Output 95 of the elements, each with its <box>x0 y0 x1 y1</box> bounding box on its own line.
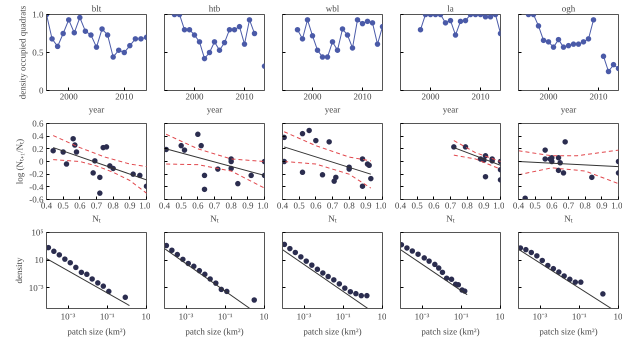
x-tick-label: 10⁻³ <box>178 312 194 322</box>
x-tick-label: 2000 <box>422 92 440 102</box>
x-axis-title: Nₜ <box>210 214 219 224</box>
x-tick-label: 0.6 <box>310 200 322 210</box>
x-tick-label: 0.9 <box>360 200 372 210</box>
x-tick-label: 0.4 <box>276 200 289 210</box>
x-tick-label: 10⁻¹ <box>218 312 233 322</box>
y-tick-label: -0.2 <box>29 169 44 180</box>
x-tick-label: 0.5 <box>58 200 70 210</box>
x-tick-label: 2000 <box>60 92 78 102</box>
x-tick-label: 1.0 <box>139 200 151 210</box>
y-axis-title: density occupied quadrats <box>17 5 28 100</box>
x-tick-label: 0.8 <box>580 200 592 210</box>
x-tick-label: 0.8 <box>108 200 120 210</box>
x-tick-label: 10⁻³ <box>60 312 76 322</box>
x-tick-label: 10⁻³ <box>532 312 548 322</box>
x-tick-label: 0.6 <box>428 200 440 210</box>
x-tick-label: 2010 <box>590 92 608 102</box>
x-tick-label: 1.0 <box>375 200 387 210</box>
x-tick-label: 0.5 <box>530 200 542 210</box>
y-tick-label: 1.0 <box>32 10 44 20</box>
y-tick-label: 0.4 <box>32 131 44 142</box>
x-tick-label: 10 <box>496 312 505 322</box>
y-axis-title: density <box>14 257 24 284</box>
x-tick-label: 1.0 <box>257 200 269 210</box>
x-tick-label: 10 <box>260 312 269 322</box>
x-tick-label: 1.0 <box>611 200 623 210</box>
x-axis-title: patch size (km²) <box>539 326 598 336</box>
x-tick-label: 0.5 <box>412 200 424 210</box>
x-tick-label: 10⁻¹ <box>336 312 351 322</box>
y-tick-label: 10⁵ <box>31 228 44 238</box>
x-axis-title: year <box>88 104 104 114</box>
x-tick-label: 0.8 <box>344 200 356 210</box>
x-tick-label: 0.8 <box>226 200 238 210</box>
x-tick-label: 10 <box>614 312 623 322</box>
x-tick-label: 2000 <box>186 92 204 102</box>
chart-title: blt <box>92 4 102 14</box>
y-tick-label: -0.4 <box>29 182 44 192</box>
x-tick-label: 0.7 <box>326 200 339 210</box>
chart-title: ogh <box>562 4 576 14</box>
y-axis-title: log (Nₜ₊₁/Nₜ) <box>14 138 24 184</box>
x-axis-title: patch size (km²) <box>303 326 362 336</box>
y-tick-label: -0.6 <box>29 194 44 204</box>
x-tick-label: 10 <box>142 312 151 322</box>
x-axis-title: Nₜ <box>92 214 101 224</box>
y-tick-label: 0.5 <box>32 48 44 58</box>
x-axis-title: Nₜ <box>328 214 337 224</box>
x-tick-label: 10⁻¹ <box>100 312 115 322</box>
x-tick-label: 0.9 <box>124 200 136 210</box>
x-axis-title: year <box>442 104 458 114</box>
x-tick-label: 0.4 <box>512 200 525 210</box>
x-tick-label: 0.4 <box>394 200 407 210</box>
y-tick-label: 0 <box>39 86 44 96</box>
x-tick-label: 0.9 <box>478 200 490 210</box>
x-tick-label: 0.4 <box>158 200 171 210</box>
x-tick-label: 0.6 <box>74 200 86 210</box>
x-axis-title: year <box>560 104 576 114</box>
y-tick-label: 0 <box>39 156 44 166</box>
x-axis-title: year <box>324 104 340 114</box>
y-tick-label: 0.2 <box>32 144 44 154</box>
x-tick-label: 0.9 <box>596 200 608 210</box>
x-tick-label: 0.7 <box>562 200 575 210</box>
x-tick-label: 0.5 <box>176 200 188 210</box>
x-tick-label: 10⁻³ <box>296 312 312 322</box>
x-tick-label: 10 <box>378 312 387 322</box>
x-tick-label: 10⁻³ <box>414 312 430 322</box>
x-tick-label: 0.7 <box>444 200 457 210</box>
y-tick-label: 10⁻³ <box>28 282 44 293</box>
x-tick-label: 0.7 <box>208 200 221 210</box>
x-axis-title: Nₜ <box>446 214 455 224</box>
x-axis-title: patch size (km²) <box>67 326 126 336</box>
x-tick-label: 2010 <box>115 92 134 102</box>
x-axis-title: year <box>206 104 222 114</box>
x-tick-label: 0.6 <box>192 200 204 210</box>
x-axis-title: Nₜ <box>564 214 573 224</box>
x-axis-title: patch size (km²) <box>185 326 244 336</box>
y-tick-label: 10 <box>34 255 44 266</box>
chart-title: htb <box>208 4 221 14</box>
x-axis-title: patch size (km²) <box>421 326 480 336</box>
x-tick-label: 0.5 <box>294 200 306 210</box>
x-tick-label: 0.9 <box>242 200 254 210</box>
x-tick-label: 1.0 <box>493 200 505 210</box>
x-tick-label: 2010 <box>354 92 372 102</box>
x-tick-label: 2010 <box>236 92 254 102</box>
x-tick-label: 2000 <box>304 92 322 102</box>
x-tick-label: 0.7 <box>90 200 103 210</box>
chart-title: wbl <box>326 4 340 14</box>
x-tick-label: 0.6 <box>546 200 558 210</box>
x-tick-label: 10⁻¹ <box>454 312 469 322</box>
x-tick-label: 2000 <box>540 92 558 102</box>
x-tick-label: 10⁻¹ <box>572 312 587 322</box>
chart-title: la <box>447 4 454 14</box>
x-tick-label: 2010 <box>472 92 490 102</box>
y-tick-label: 0.6 <box>32 118 44 128</box>
x-tick-label: 0.8 <box>462 200 474 210</box>
